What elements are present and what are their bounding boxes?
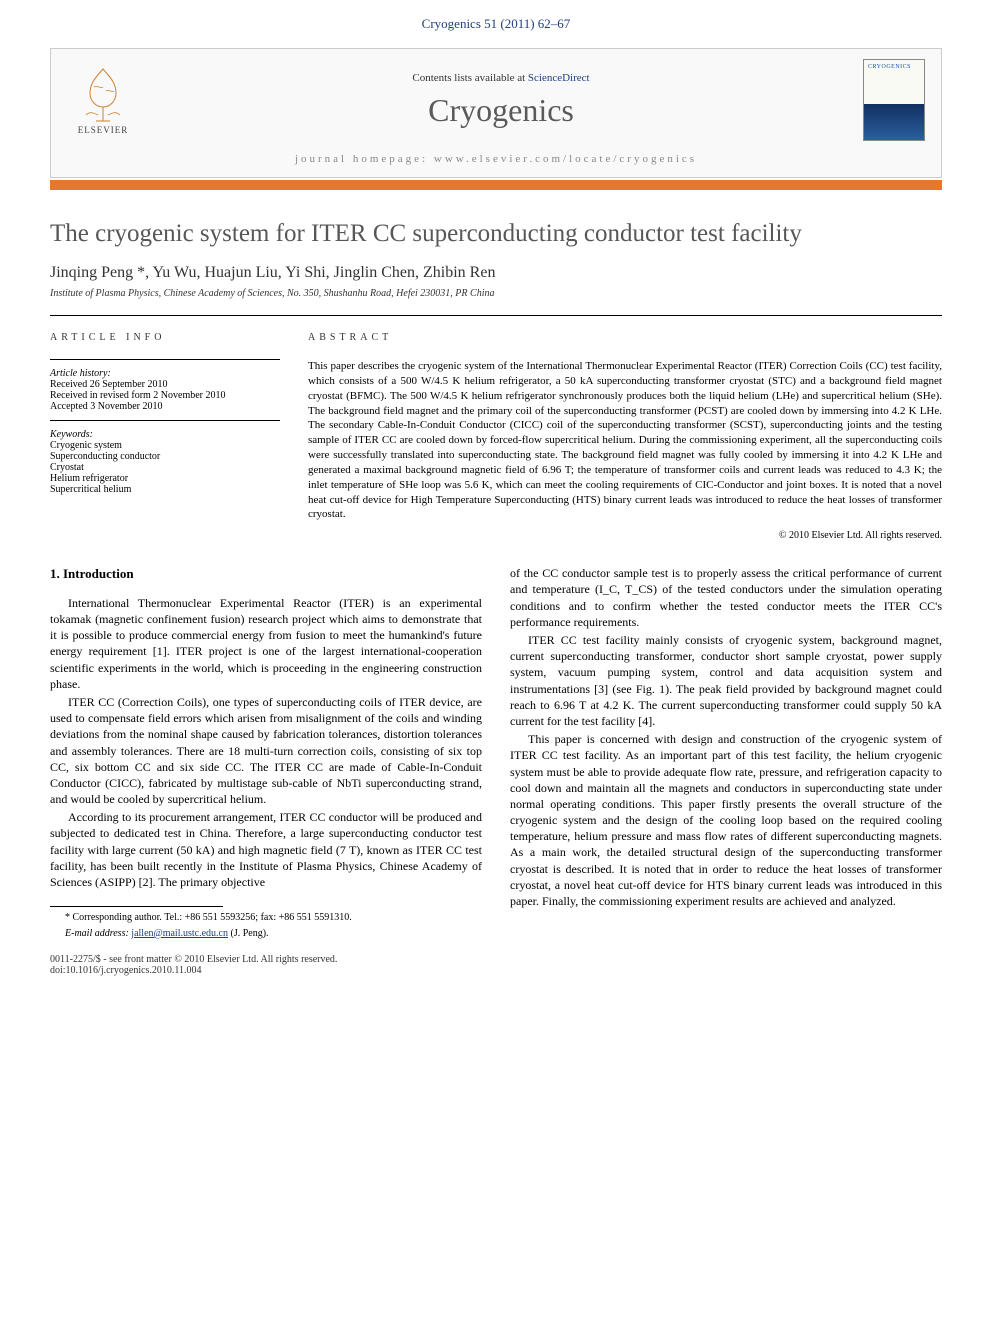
paragraph: According to its procurement arrangement… (50, 809, 482, 890)
front-matter-line: 0011-2275/$ - see front matter © 2010 El… (50, 954, 942, 965)
abstract-column: abstract This paper describes the cryoge… (308, 332, 942, 541)
authors: Jinqing Peng *, Yu Wu, Huajun Liu, Yi Sh… (50, 264, 942, 282)
history-label: Article history: (50, 368, 280, 379)
article-info-column: article info Article history: Received 2… (50, 332, 280, 541)
email-line: E-mail address: jallen@mail.ustc.edu.cn … (50, 927, 482, 941)
abstract-heading: abstract (308, 332, 942, 343)
contents-line: Contents lists available at ScienceDirec… (139, 72, 863, 84)
footer: 0011-2275/$ - see front matter © 2010 El… (50, 954, 942, 976)
email-link[interactable]: jallen@mail.ustc.edu.cn (131, 928, 228, 939)
affiliation: Institute of Plasma Physics, Chinese Aca… (50, 288, 942, 299)
email-label: E-mail address: (65, 928, 129, 939)
abstract-text: This paper describes the cryogenic syste… (308, 359, 942, 522)
corresponding-author: * Corresponding author. Tel.: +86 551 55… (50, 911, 482, 925)
orange-rule (50, 180, 942, 190)
paragraph: of the CC conductor sample test is to pr… (510, 565, 942, 630)
journal-cover-thumbnail: CRYOGENICS (863, 59, 925, 141)
article-header: The cryogenic system for ITER CC superco… (50, 220, 942, 541)
accepted-date: Accepted 3 November 2010 (50, 401, 280, 412)
homepage-line: journal homepage: www.elsevier.com/locat… (51, 145, 941, 177)
email-who: (J. Peng). (230, 928, 268, 939)
elsevier-logo: ELSEVIER (67, 60, 139, 140)
banner-top-row: ELSEVIER Contents lists available at Sci… (51, 49, 941, 145)
keyword: Cryogenic system (50, 440, 280, 451)
revised-date: Received in revised form 2 November 2010 (50, 390, 280, 401)
left-column: 1. Introduction International Thermonucl… (50, 565, 482, 942)
keyword: Cryostat (50, 462, 280, 473)
body-columns: 1. Introduction International Thermonucl… (50, 565, 942, 942)
keyword: Superconducting conductor (50, 451, 280, 462)
paragraph: International Thermonuclear Experimental… (50, 595, 482, 692)
doi-line: doi:10.1016/j.cryogenics.2010.11.004 (50, 965, 942, 976)
paragraph: ITER CC (Correction Coils), one types of… (50, 694, 482, 807)
info-abstract-row: article info Article history: Received 2… (50, 315, 942, 541)
sciencedirect-banner: ELSEVIER Contents lists available at Sci… (50, 48, 942, 178)
elsevier-tree-icon (76, 65, 130, 123)
article-title: The cryogenic system for ITER CC superco… (50, 220, 942, 248)
cover-label: CRYOGENICS (868, 64, 911, 70)
banner-center: Contents lists available at ScienceDirec… (139, 72, 863, 129)
keyword: Supercritical helium (50, 484, 280, 495)
paragraph: ITER CC test facility mainly consists of… (510, 632, 942, 729)
contents-prefix: Contents lists available at (412, 72, 527, 84)
copyright-line: © 2010 Elsevier Ltd. All rights reserved… (308, 530, 942, 541)
received-date: Received 26 September 2010 (50, 379, 280, 390)
footnote-rule (50, 906, 223, 907)
paragraph: This paper is concerned with design and … (510, 731, 942, 909)
keyword: Helium refrigerator (50, 473, 280, 484)
sciencedirect-link[interactable]: ScienceDirect (528, 72, 590, 84)
info-heading: article info (50, 332, 280, 343)
keywords-label: Keywords: (50, 429, 280, 440)
right-column: of the CC conductor sample test is to pr… (510, 565, 942, 942)
elsevier-label: ELSEVIER (78, 125, 129, 135)
journal-title: Cryogenics (139, 92, 863, 129)
section-1-title: 1. Introduction (50, 565, 482, 583)
citation-header: Cryogenics 51 (2011) 62–67 (0, 0, 992, 40)
